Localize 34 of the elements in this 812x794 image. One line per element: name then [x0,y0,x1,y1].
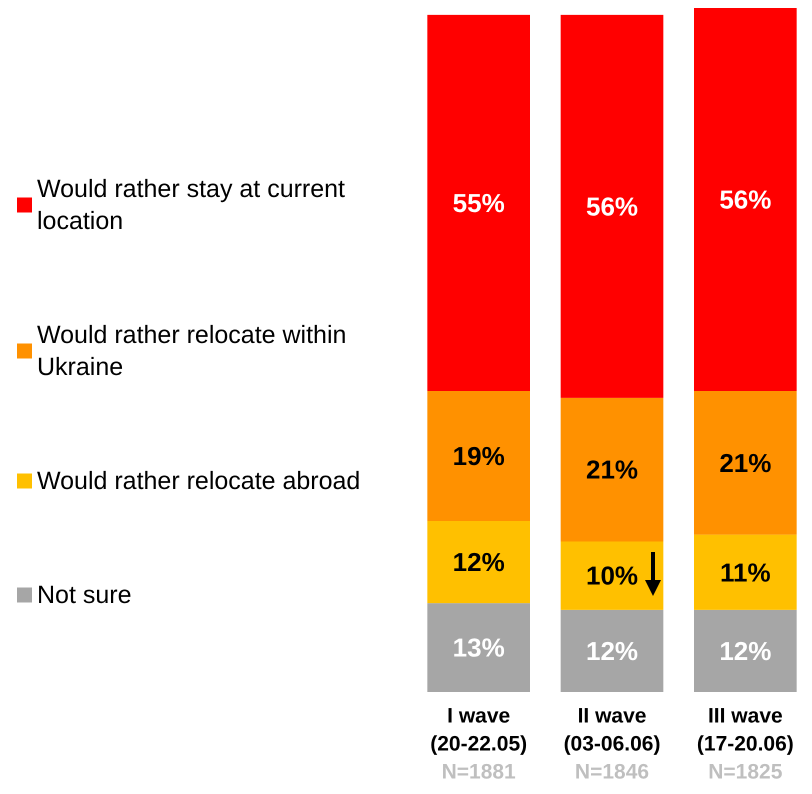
data-label: 10% [586,560,638,591]
legend-label: Not sure [37,581,132,609]
bar [560,610,664,692]
data-label: 12% [452,547,505,578]
data-label: 11% [720,557,771,588]
bar [694,610,797,692]
legend-label: Would rather relocate abroad [37,467,360,495]
bar [694,391,797,535]
data-label: 19% [452,441,505,472]
x-tick-label: III wave (17-20.06) [696,704,794,756]
bar [560,542,664,610]
bar [427,14,530,392]
data-label: 21% [586,454,638,485]
bar [427,391,530,521]
text: N=1825 [708,760,783,784]
x-tick-label: II wave (03-06.06) [564,704,660,756]
bar [427,603,530,692]
legend-label: Would rather relocate within Ukraine [37,321,354,381]
bar [560,398,664,542]
data-label: 12% [719,636,772,666]
data-label: 56% [586,191,638,222]
legend-label: Would rather stay at current location [37,175,352,235]
data-label: 13% [452,632,505,663]
data-label: 12% [586,636,638,666]
text: N=1846 [574,760,650,784]
data-label: 56% [719,184,772,215]
bar [427,521,530,604]
data-label: 21% [719,448,772,478]
data-label: 55% [452,188,505,218]
bar [694,534,797,610]
text: N=1881 [442,760,516,784]
bar [694,8,797,392]
bar [560,14,664,398]
x-tick-label: I wave (20-22.05) [430,704,528,756]
